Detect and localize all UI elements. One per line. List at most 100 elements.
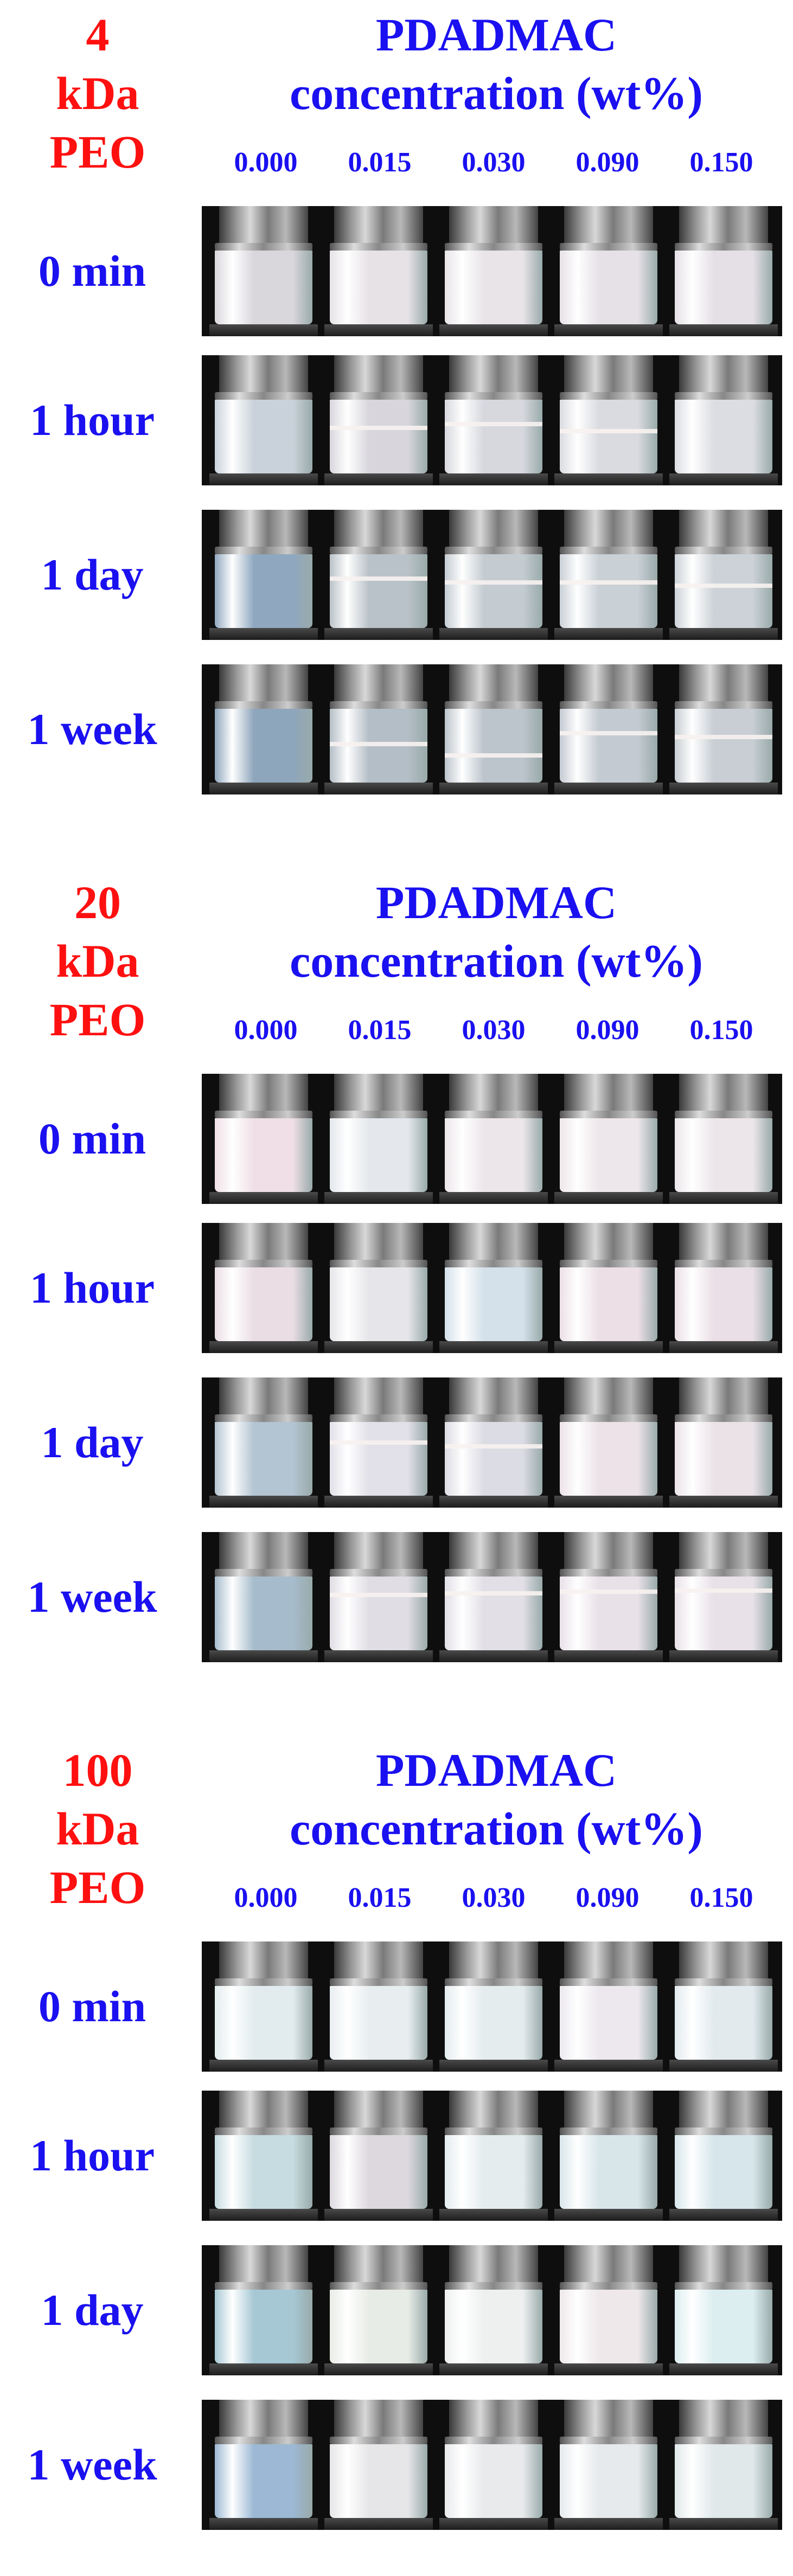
vial-photo	[669, 206, 778, 336]
time-label: 0 min	[38, 1982, 146, 2031]
vial-photo	[324, 1941, 433, 2072]
vial-photo	[209, 1074, 318, 1204]
vial-photo	[209, 1941, 318, 2072]
conc-label: 0.030	[462, 1015, 526, 1046]
vial-photo	[439, 1074, 548, 1204]
vial-photo	[554, 510, 663, 640]
time-label: 1 hour	[29, 395, 155, 445]
time-label: 1 week	[27, 1572, 157, 1622]
time-row: 1 day	[0, 2240, 793, 2381]
vial-photo	[209, 1532, 318, 1662]
vial-photo	[209, 510, 318, 640]
vial-photo	[324, 1074, 433, 1204]
vial-photo	[669, 1223, 778, 1353]
concentration-axis: 0.000 0.015 0.030 0.090 0.150	[212, 146, 776, 184]
vial-photo	[209, 1377, 318, 1508]
vial-photo	[439, 1941, 548, 2072]
vial-photo-strip	[202, 1223, 782, 1353]
vial-photo	[554, 1941, 663, 2072]
vial-photo	[324, 1377, 433, 1508]
time-label: 1 day	[41, 1418, 144, 1467]
conc-label: 0.150	[689, 147, 753, 178]
time-row: 1 hour	[0, 350, 793, 491]
title-line-2: concentration (wt%)	[290, 1803, 703, 1855]
conc-label: 0.015	[348, 1882, 412, 1913]
vial-photo	[554, 664, 663, 794]
vial-photo-strip	[202, 355, 782, 485]
peo-label: 4 kDa PEO	[0, 5, 195, 181]
vial-photo	[209, 1223, 318, 1353]
conc-label: 0.015	[348, 147, 412, 178]
time-row: 1 hour	[0, 2085, 793, 2226]
time-row: 1 day	[0, 504, 793, 645]
vial-photo	[439, 2245, 548, 2375]
vial-photo	[669, 2400, 778, 2530]
vial-photo	[554, 355, 663, 485]
conc-label: 0.000	[234, 1015, 298, 1046]
vial-photo	[554, 1223, 663, 1353]
vial-photo	[324, 510, 433, 640]
time-label: 1 week	[27, 704, 157, 754]
vial-photo-strip	[202, 2091, 782, 2221]
time-row: 1 week	[0, 659, 793, 800]
time-label: 1 day	[41, 2285, 144, 2335]
time-label: 1 hour	[29, 1263, 155, 1312]
time-label: 1 hour	[29, 2131, 155, 2180]
vial-photo	[554, 2400, 663, 2530]
vial-photo-strip	[202, 664, 782, 794]
peo-name: PEO	[49, 1861, 146, 1913]
panel-20kda: 20 kDa PEO PDADMAC concentration (wt%) 0…	[0, 868, 793, 1687]
vial-photo	[554, 206, 663, 336]
time-row: 0 min	[0, 201, 793, 342]
vial-photo	[554, 1377, 663, 1508]
vial-photo	[324, 1223, 433, 1353]
concentration-axis: 0.000 0.015 0.030 0.090 0.150	[212, 1882, 776, 1920]
vial-photo	[324, 355, 433, 485]
conc-label: 0.150	[689, 1015, 753, 1046]
vial-photo	[669, 355, 778, 485]
vial-photo	[324, 2091, 433, 2221]
vial-photo-strip	[202, 510, 782, 640]
vial-photo	[554, 2091, 663, 2221]
vial-photo	[669, 1532, 778, 1662]
conc-label: 0.000	[234, 147, 298, 178]
vial-photo	[439, 1223, 548, 1353]
vial-photo	[324, 1532, 433, 1662]
vial-photo	[324, 2400, 433, 2530]
vial-photo	[439, 206, 548, 336]
vial-photo	[209, 2245, 318, 2375]
vial-photo	[554, 2245, 663, 2375]
vial-photo	[324, 206, 433, 336]
peo-label: 100 kDa PEO	[0, 1741, 195, 1917]
concentration-axis: 0.000 0.015 0.030 0.090 0.150	[212, 1014, 776, 1052]
vial-photo-strip	[202, 1941, 782, 2072]
peo-unit: kDa	[56, 67, 139, 119]
vial-photo	[324, 664, 433, 794]
vial-photo	[669, 2091, 778, 2221]
conc-label: 0.150	[689, 1882, 753, 1913]
vial-photo-strip	[202, 1074, 782, 1204]
peo-unit: kDa	[56, 1803, 139, 1855]
title-line-1: PDADMAC	[375, 1744, 617, 1796]
conc-label: 0.090	[575, 147, 639, 178]
vial-photo	[209, 355, 318, 485]
vial-photo	[439, 2091, 548, 2221]
title-line-1: PDADMAC	[375, 876, 617, 928]
time-row: 0 min	[0, 1068, 793, 1209]
vial-photo	[669, 510, 778, 640]
vial-photo	[669, 1377, 778, 1508]
time-row: 0 min	[0, 1936, 793, 2077]
vial-photo-strip	[202, 1532, 782, 1662]
time-row: 1 hour	[0, 1217, 793, 1359]
vial-photo	[439, 355, 548, 485]
vial-photo	[669, 2245, 778, 2375]
peo-name: PEO	[49, 994, 146, 1046]
vial-photo	[669, 1074, 778, 1204]
concentration-title: PDADMAC concentration (wt%)	[228, 873, 765, 990]
time-label: 0 min	[38, 1114, 146, 1163]
time-row: 1 week	[0, 2394, 793, 2535]
vial-photo	[554, 1532, 663, 1662]
peo-mw: 20	[74, 876, 121, 928]
title-line-1: PDADMAC	[375, 9, 617, 61]
conc-label: 0.090	[575, 1882, 639, 1913]
